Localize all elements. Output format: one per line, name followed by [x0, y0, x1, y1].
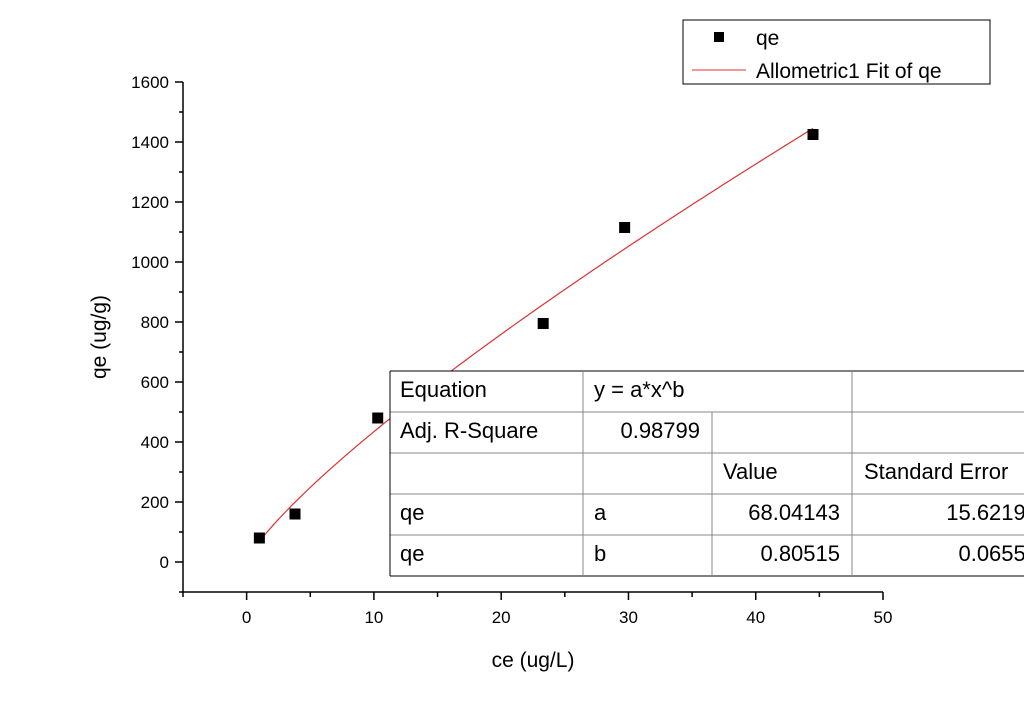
table-cell: 0.06556 [958, 541, 1024, 566]
data-points [253, 129, 819, 544]
table-cell: qe [400, 541, 424, 566]
table-cell: Equation [400, 377, 487, 402]
data-point [537, 318, 549, 329]
legend-label-fit: Allometric1 Fit of qe [756, 60, 942, 83]
y-tick-label: 0 [160, 553, 169, 572]
y-tick-label: 1600 [131, 73, 169, 92]
fit-curve-group [258, 127, 814, 542]
data-point [619, 222, 631, 233]
table-cell: b [594, 541, 606, 566]
fit-table: Equation y = a*x^b Adj. R-Square 0.98799… [389, 370, 1024, 577]
x-tick-label: 20 [492, 608, 511, 627]
y-tick-label: 600 [141, 373, 169, 392]
y-tick-label: 1200 [131, 193, 169, 212]
table-cell: qe [400, 500, 424, 525]
x-tick-label: 0 [242, 608, 251, 627]
table-cell: 0.98799 [620, 418, 700, 443]
x-ticks: 0 10 20 30 40 50 [182, 592, 893, 627]
y-tick-label: 200 [141, 493, 169, 512]
x-tick-label: 10 [364, 608, 383, 627]
table-cell: 15.62193 [946, 500, 1024, 525]
fit-table-background [390, 371, 1024, 576]
table-cell: 68.04143 [748, 500, 840, 525]
x-tick-label: 40 [746, 608, 765, 627]
data-point [253, 532, 265, 544]
legend-label-qe: qe [756, 27, 779, 50]
y-tick-label: 1000 [131, 253, 169, 272]
y-axis-title: qe (ug/g) [88, 295, 111, 379]
legend-marker-square [714, 32, 724, 42]
x-tick-label: 50 [874, 608, 893, 627]
data-point [289, 508, 301, 520]
y-tick-label: 400 [141, 433, 169, 452]
axes [182, 82, 883, 593]
x-axis-title: ce (ug/L) [492, 649, 575, 672]
table-cell: Value [723, 459, 778, 484]
x-tick-label: 30 [619, 608, 638, 627]
table-cell: a [594, 500, 607, 525]
data-point [807, 129, 819, 140]
y-tick-label: 800 [141, 313, 169, 332]
legend-box [682, 19, 991, 85]
y-ticks: 0 200 400 600 800 1000 1200 1400 1600 [131, 73, 183, 593]
table-cell: Adj. R-Square [400, 418, 538, 443]
y-tick-label: 1400 [131, 133, 169, 152]
fit-curve [258, 127, 814, 542]
table-cell: Standard Error [864, 459, 1008, 484]
data-point [372, 412, 384, 424]
table-cell: y = a*x^b [594, 377, 684, 402]
legend: qe Allometric1 Fit of qe [682, 19, 991, 85]
table-cell: 0.80515 [760, 541, 840, 566]
